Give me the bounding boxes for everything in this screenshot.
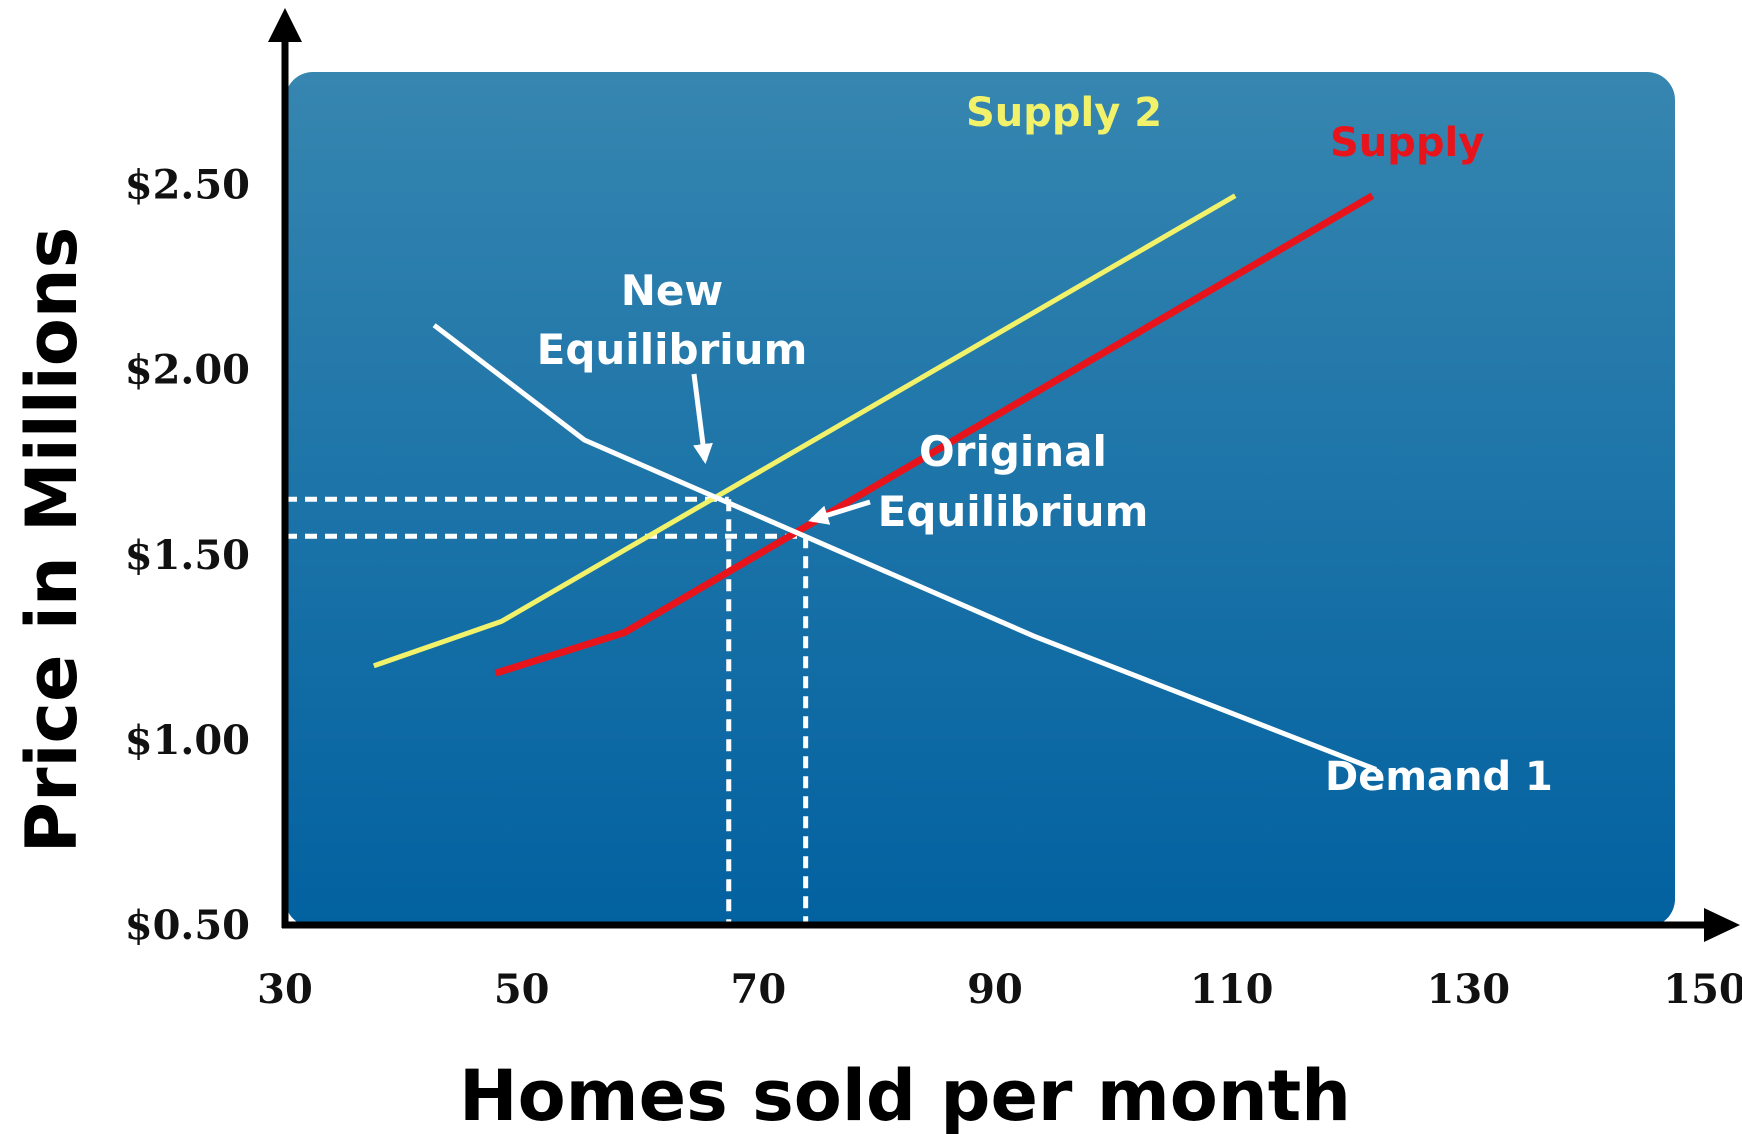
x-tick-labels: 30 50 70 90 110 130 150 xyxy=(257,966,1742,1013)
y-axis-arrowhead xyxy=(268,8,302,42)
annotation-original-equilibrium-line2: Equilibrium xyxy=(878,487,1149,536)
x-tick-label: 110 xyxy=(1190,966,1274,1013)
annotation-new-equilibrium-line1: New xyxy=(621,266,723,315)
plot-background xyxy=(285,72,1675,927)
y-axis-title: Price in Millions xyxy=(11,227,93,854)
series-line-supply xyxy=(494,192,1375,677)
series-line-supply-2 xyxy=(372,193,1237,669)
x-axis-arrowhead xyxy=(1704,908,1740,942)
annotation-new-equilibrium-line2: Equilibrium xyxy=(537,325,808,374)
x-tick-label: 70 xyxy=(730,966,786,1013)
y-tick-label: $1.50 xyxy=(125,532,250,579)
y-tick-label: $0.50 xyxy=(125,902,250,949)
y-tick-labels: $0.50 $1.00 $1.50 $2.00 $2.50 xyxy=(125,162,250,949)
series-label-demand-1: Demand 1 xyxy=(1325,754,1553,800)
series-label-supply: Supply xyxy=(1330,120,1484,166)
x-tick-label: 30 xyxy=(257,966,313,1013)
original-equilibrium-arrow xyxy=(808,499,871,525)
y-tick-label: $2.50 xyxy=(125,162,250,209)
new-equilibrium-arrow xyxy=(691,373,713,464)
series-label-supply-2: Supply 2 xyxy=(966,90,1162,136)
x-tick-label: 50 xyxy=(494,966,550,1013)
x-tick-label: 150 xyxy=(1663,966,1742,1013)
series-line-demand-1 xyxy=(432,323,1377,772)
y-tick-label: $1.00 xyxy=(125,717,250,764)
annotation-original-equilibrium-line1: Original xyxy=(919,427,1107,476)
x-tick-label: 130 xyxy=(1427,966,1511,1013)
y-tick-label: $2.00 xyxy=(125,347,250,394)
x-tick-label: 90 xyxy=(967,966,1023,1013)
x-axis-title: Homes sold per month xyxy=(459,1055,1351,1134)
series-lines xyxy=(372,192,1377,772)
